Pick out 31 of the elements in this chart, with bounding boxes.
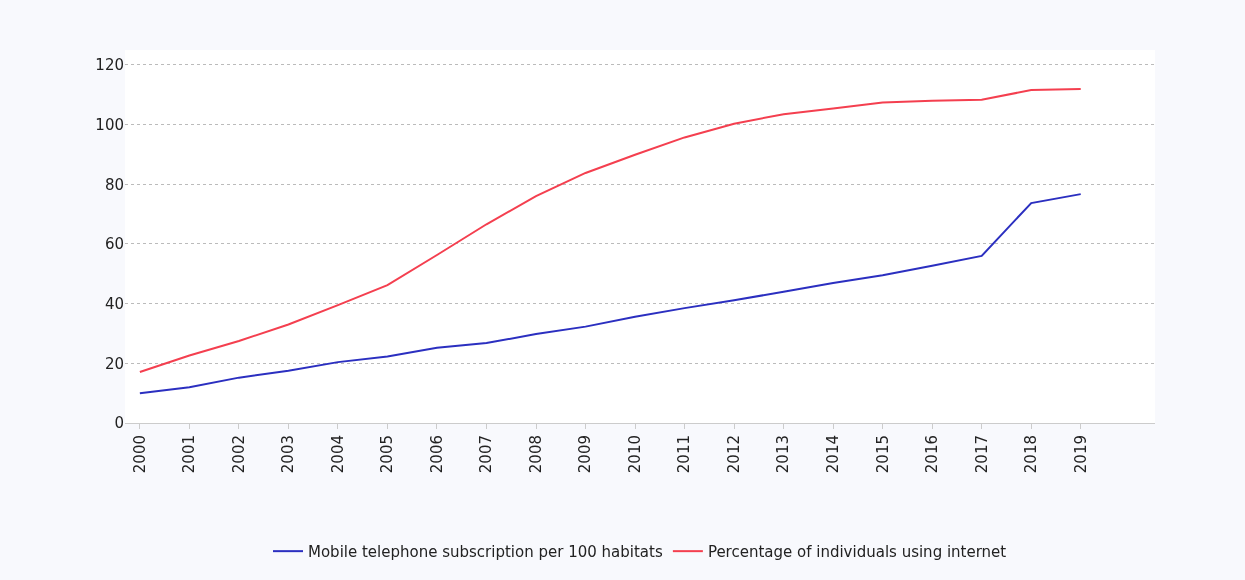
x-tick-label: 2015 — [873, 435, 892, 474]
x-tick-label: 2007 — [477, 435, 496, 474]
x-tick-label: 2008 — [526, 435, 545, 474]
x-tick-label: 2006 — [427, 435, 446, 474]
y-tick-label: 120 — [95, 56, 124, 75]
legend-label: Percentage of individuals using internet — [707, 543, 1007, 561]
x-tick-label: 2003 — [279, 435, 298, 474]
x-tick-label: 2012 — [724, 435, 743, 474]
x-tick-label: 2002 — [229, 435, 248, 474]
x-tick-label: 2016 — [923, 435, 942, 474]
legend-label: Mobile telephone subscription per 100 habitats — [308, 543, 663, 561]
y-tick-label: 60 — [104, 235, 124, 254]
x-tick-label: 2000 — [130, 435, 149, 474]
y-tick-label: 100 — [95, 115, 124, 134]
y-tick-label: 20 — [104, 354, 124, 373]
x-tick-label: 2011 — [675, 435, 694, 474]
x-tick-label: 2005 — [378, 435, 397, 474]
x-tick-label: 2004 — [328, 435, 347, 474]
x-tick-label: 2013 — [774, 435, 793, 474]
y-tick-label: 40 — [104, 294, 124, 313]
x-tick-label: 2014 — [824, 435, 843, 474]
x-tick-label: 2018 — [1022, 435, 1041, 474]
x-tick-label: 2009 — [576, 435, 595, 474]
line-series — [138, 193, 1082, 395]
x-tick-label: 2010 — [625, 435, 644, 474]
x-tick-label: 2017 — [972, 435, 991, 474]
y-tick-label: 0 — [114, 414, 124, 433]
y-tick-label: 80 — [104, 175, 124, 194]
x-tick-label: 2001 — [180, 435, 199, 474]
line-series — [138, 88, 1082, 373]
x-tick-label: 2019 — [1071, 435, 1090, 474]
